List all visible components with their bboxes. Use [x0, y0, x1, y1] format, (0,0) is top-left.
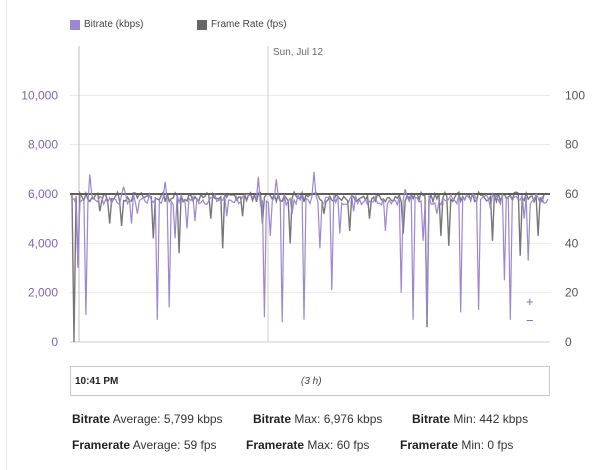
stat-bitrate-average: Bitrate Average: 5,799 kbps	[72, 412, 223, 426]
y-left-tick-label: 0	[51, 335, 58, 349]
y-right-tick-label: 20	[565, 286, 579, 300]
y-left-tick-label: 6,000	[28, 187, 58, 201]
zoom-out-button[interactable]: −	[526, 313, 534, 328]
y-left-tick-label: 2,000	[28, 286, 58, 300]
bitrate-series	[71, 171, 549, 323]
y-right-tick-label: 40	[565, 236, 579, 250]
date-marker-label: Sun, Jul 12	[273, 47, 324, 58]
y-right-tick-label: 0	[565, 335, 572, 349]
navigator-range: (3 h)	[301, 376, 322, 387]
stat-framerate-min: Framerate Min: 0 fps	[400, 438, 514, 452]
framerate-swatch-icon	[197, 19, 207, 30]
y-right-tick-label: 100	[565, 88, 585, 102]
y-axis-left: 0 2,000 4,000 6,000 8,000 10,000	[21, 88, 58, 349]
y-left-tick-label: 4,000	[28, 236, 58, 250]
y-left-tick-label: 10,000	[21, 88, 58, 102]
legend-item-bitrate[interactable]: Bitrate (kbps)	[70, 19, 143, 30]
y-right-tick-label: 60	[565, 187, 579, 201]
bitrate-line	[71, 171, 549, 323]
stat-bitrate-max: Bitrate Max: 6,976 kbps	[253, 412, 383, 426]
y-right-tick-label: 80	[565, 138, 579, 152]
y-axis-right: 0 20 40 60 80 100	[565, 88, 585, 349]
time-range-navigator[interactable]: 10:41 PM (3 h)	[70, 366, 550, 396]
stat-framerate-max: Framerate Max: 60 fps	[246, 438, 370, 452]
stat-bitrate-min: Bitrate Min: 442 kbps	[412, 412, 529, 426]
y-left-tick-label: 8,000	[28, 138, 58, 152]
framerate-series	[70, 190, 550, 343]
bitrate-swatch-icon	[70, 19, 80, 30]
legend-framerate-label: Frame Rate (fps)	[211, 19, 287, 30]
legend-bitrate-label: Bitrate (kbps)	[84, 19, 144, 30]
stat-framerate-average: Framerate Average: 59 fps	[72, 438, 217, 452]
panel-left-edge	[0, 0, 7, 470]
legend-item-framerate[interactable]: Frame Rate (fps)	[197, 19, 287, 30]
bitrate-framerate-chart: 0 2,000 4,000 6,000 8,000 10,000 0 20 40 60 80 100	[21, 46, 585, 349]
navigator-start-time: 10:41 PM	[75, 376, 119, 387]
zoom-in-button[interactable]: +	[526, 294, 534, 309]
